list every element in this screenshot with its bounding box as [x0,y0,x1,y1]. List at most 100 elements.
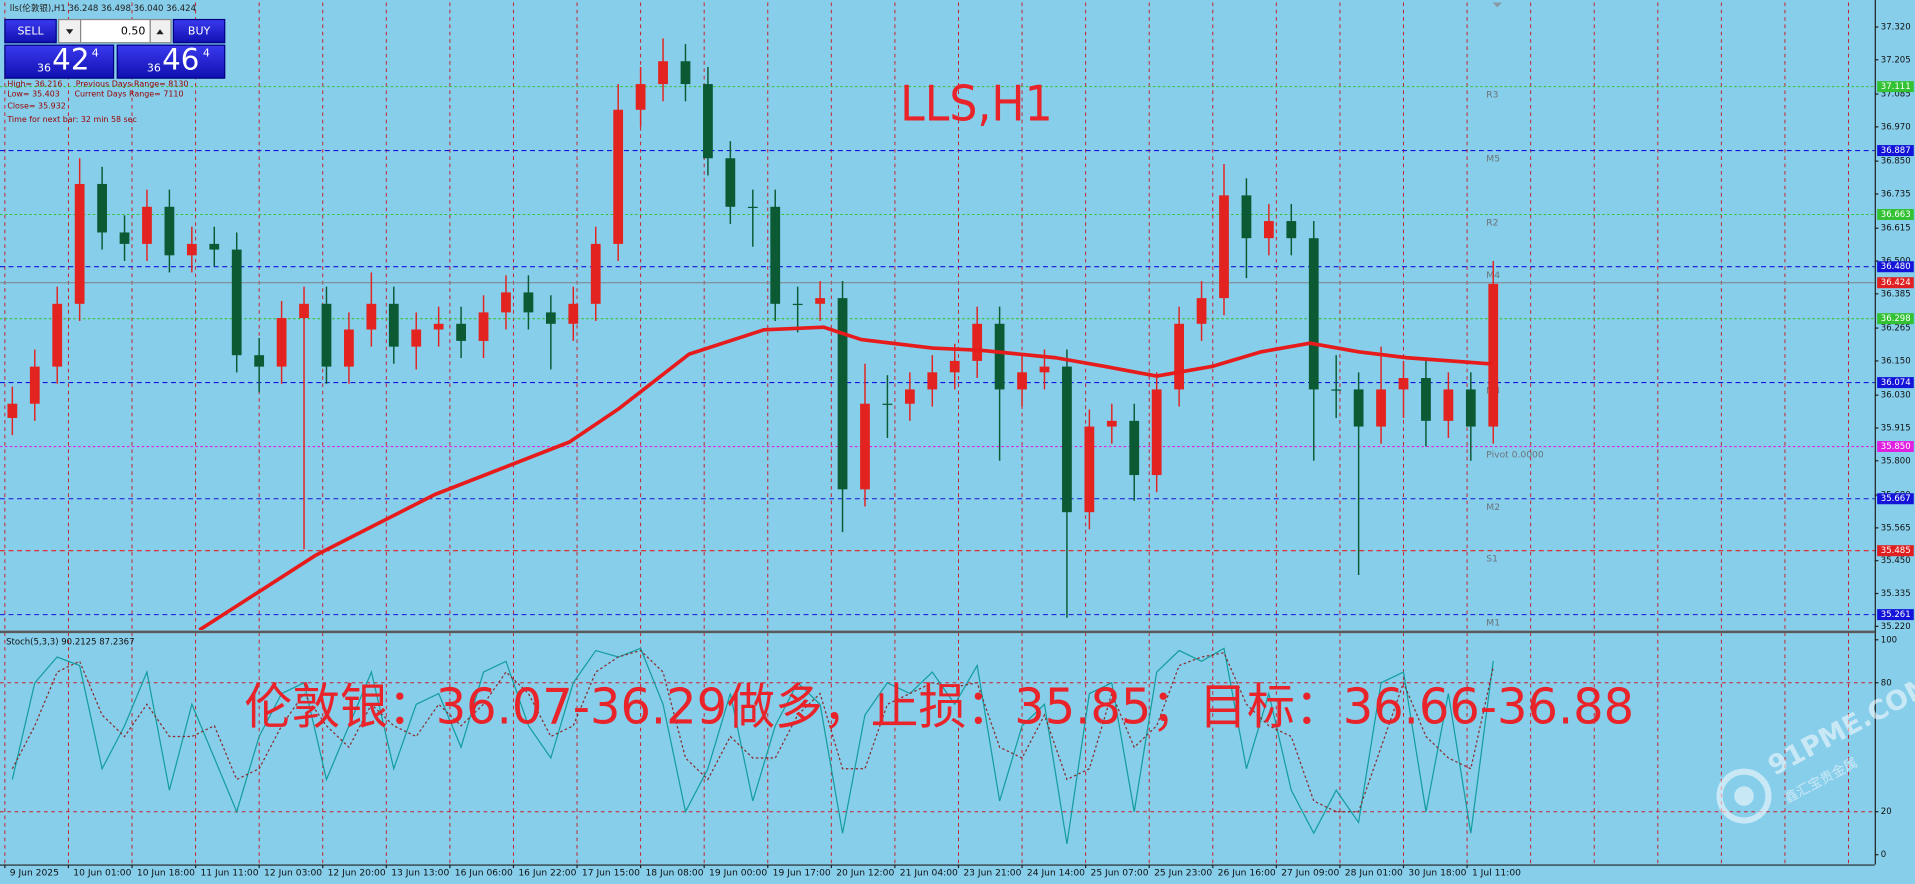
moving-average [198,325,1494,631]
candle-body [994,323,1005,390]
candle-body [411,329,422,347]
candle-body [545,312,556,324]
price-label-box [1877,441,1914,453]
levels [0,86,1875,616]
price-label: 37.111 [1881,82,1911,92]
chart-title: LLS,H1 [900,75,1053,132]
x-tick-label: 26 Jun 16:00 [1218,869,1276,879]
candle-body [29,366,40,404]
info-line: High= 36.216 [7,80,62,89]
y-tick-label: 35.450 [1881,556,1911,566]
bid-box[interactable] [4,44,115,79]
candle-body [1331,389,1342,391]
x-tick-label: 20 Jun 12:00 [836,869,894,879]
candle-body [1219,195,1229,299]
level-name: M1 [1486,619,1500,629]
candle-body [501,292,511,313]
candle-body [747,206,758,209]
candle-body [456,323,466,341]
price-label-box [1877,545,1914,557]
price-label-box [1877,313,1914,325]
price-label: 36.424 [1881,278,1911,288]
x-tick-label: 1 Jul 11:00 [1472,869,1521,879]
x-tick-label: 21 Jun 04:00 [900,869,958,879]
candle-body [433,323,444,330]
candle-body [1129,420,1140,476]
x-tick-label: 16 Jun 22:00 [518,869,576,879]
candle-body [1196,298,1207,324]
candle-body [1443,389,1454,421]
y-tick-label: 36.030 [1881,391,1911,401]
level-name: S1 [1486,555,1498,565]
stoch-title: Stoch(5,3,3) 90.2125 87.2367 [6,638,134,648]
watermark-logo [1716,768,1772,824]
ask-big: 36 [147,61,161,74]
x-tick-label: 18 Jun 08:00 [645,869,703,879]
buy-button[interactable] [172,18,226,44]
sell-label: SELL [17,25,44,38]
candle-body [74,183,85,304]
stoch-line [11,649,1494,813]
candle-body [927,372,938,390]
price-label: 35.485 [1881,546,1911,556]
x-tick-label: 27 Jun 09:00 [1281,869,1339,879]
y-tick-label: 35.565 [1881,523,1911,533]
candle-body [1151,389,1162,476]
sell-button[interactable] [4,18,57,44]
candle-body [97,183,107,233]
candle-body [613,109,624,244]
x-tick-label: 12 Jun 03:00 [264,869,322,879]
ask-box[interactable] [116,44,226,79]
y-tick-label: 36.735 [1881,189,1911,199]
candle-body [770,206,781,304]
info-line: Time for next bar: 32 min 58 sec [6,115,137,124]
price-label: 35.667 [1881,494,1911,504]
x-tick-label: 25 Jun 07:00 [1091,869,1149,879]
y-tick-label: 36.385 [1881,289,1911,299]
info-block: High= 36.216 Previous Days Range= 8130 L… [6,80,188,124]
candle-body [658,61,668,85]
candle-body [1062,366,1072,513]
y-tick-label: 36.615 [1881,224,1911,234]
y-tick-label: 100 [1881,635,1897,645]
bid-small: 4 [92,47,99,60]
candle-body [1308,238,1319,390]
level-name: M5 [1486,155,1500,165]
level-name: M2 [1486,503,1500,513]
candle-body [1106,420,1117,427]
price-label: 36.663 [1881,210,1911,220]
candle-body [1039,366,1050,373]
candle-body [1465,389,1476,427]
x-tick-label: 10 Jun 01:00 [73,869,131,879]
bid-big: 36 [37,61,51,74]
y-tick-label: 35.335 [1881,589,1911,599]
x-tick-label: 19 Jun 00:00 [709,869,767,879]
price-label: 36.074 [1881,378,1911,388]
price-label: 36.480 [1881,262,1911,272]
candle-body [635,84,646,110]
y-tick-label: 37.205 [1881,55,1911,65]
candle-body [882,403,893,405]
candle-body [1353,389,1364,427]
bid-main: 42 [52,43,89,77]
y-tick-label: 20 [1881,807,1892,817]
window-header: lls(伦敦银),H1 36.248 36.498 36.040 36.424 [10,2,196,14]
price-label: 35.850 [1881,442,1911,452]
candle-body [703,84,713,159]
candle-body [52,303,63,367]
candle-body [725,158,736,207]
price-label-box [1877,261,1914,273]
annotation: 伦敦银：36.07-36.29做多，止损：35.85；目标：36.66-36.8… [244,679,1634,736]
candle-body [164,206,175,256]
ask-main: 46 [162,43,199,77]
level-name: R3 [1486,91,1498,101]
price-label-box [1877,81,1914,93]
y-tick-label: 36.265 [1881,324,1911,334]
price-label-box [1877,493,1914,505]
candle-body [1174,323,1185,390]
price-label: 35.261 [1881,610,1911,620]
buy-label: BUY [188,25,211,38]
